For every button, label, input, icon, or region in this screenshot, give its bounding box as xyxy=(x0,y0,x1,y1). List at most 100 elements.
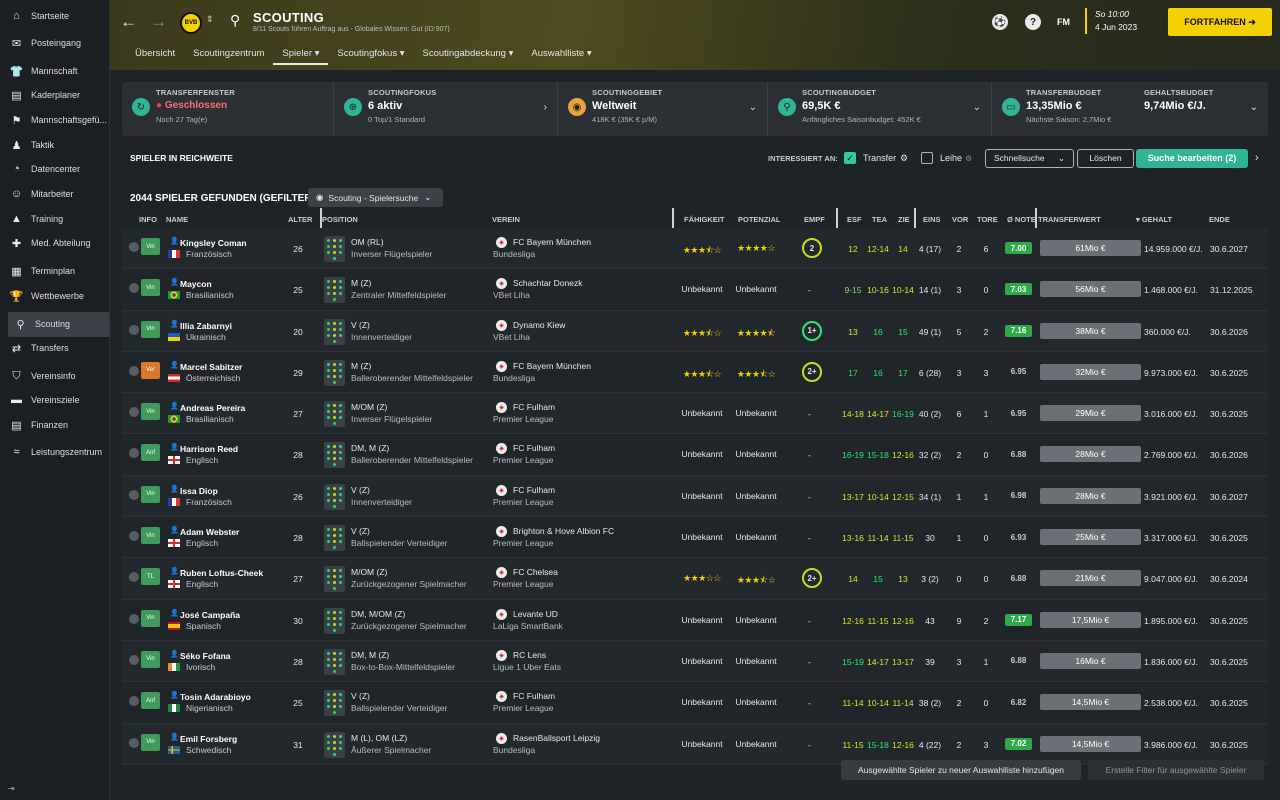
select-radio[interactable] xyxy=(129,572,139,583)
select-radio[interactable] xyxy=(129,613,139,624)
table-row[interactable]: Vin 👤 Adam Webster Englisch 28 V (Z) Ballspiel… xyxy=(122,517,1268,559)
table-row[interactable]: Vin 👤 José Campaña Spanisch 30 DM, M/OM (Z) Zu… xyxy=(122,599,1268,641)
sidebar-item-scouting[interactable]: ⚲ Scouting xyxy=(8,312,110,337)
clear-button[interactable]: Löschen xyxy=(1077,148,1134,168)
club-name[interactable]: Schachtar Donezk xyxy=(513,278,583,289)
table-row[interactable]: Vin 👤 Maycon Brasilianisch 25 M (Z) Zentraler … xyxy=(122,269,1268,311)
sidebar-item-home[interactable]: ⌂ Startseite xyxy=(0,4,108,29)
table-row[interactable]: Vin 👤 Andreas Pereira Brasilianisch 27 M/OM (… xyxy=(122,393,1268,435)
club-name[interactable]: FC Chelsea xyxy=(513,567,558,578)
chevron-down-icon[interactable]: ⌄ xyxy=(1249,102,1258,113)
table-row[interactable]: Vin 👤 Illia Zabarnyi Ukrainisch 20 V (Z) Innen… xyxy=(122,310,1268,352)
select-radio[interactable] xyxy=(129,407,139,418)
col-esf[interactable]: ESF xyxy=(847,215,862,224)
sidebar-item-staff[interactable]: ☺ Mitarbeiter xyxy=(0,182,108,207)
club-name[interactable]: RasenBallsport Leipzig xyxy=(513,732,600,743)
sidebar-item-trophy[interactable]: 🏆 Wettbewerbe xyxy=(0,284,108,309)
scouting-budget-panel[interactable]: ⚲ SCOUTINGBUDGET 69,5K € Anfängliches Sa… xyxy=(768,82,992,136)
tab-4[interactable]: Scoutingfokus ▾ xyxy=(337,48,405,59)
sidebar-item-inbox[interactable]: ✉ Posteingang xyxy=(0,31,108,56)
club-name[interactable]: Dynamo Kiew xyxy=(513,319,566,330)
scouting-badge[interactable]: Vin xyxy=(141,650,160,668)
sidebar-item-training[interactable]: ▲ Training xyxy=(0,207,108,232)
select-radio[interactable] xyxy=(129,448,139,459)
continue-button[interactable]: FORTFAHREN ➜ xyxy=(1168,8,1272,36)
tab-6[interactable]: Auswahlliste ▾ xyxy=(531,48,592,59)
chevron-right-icon[interactable]: › xyxy=(543,102,547,113)
col-wage[interactable]: ▾ GEHALT xyxy=(1136,215,1173,224)
club-name[interactable]: RC Lens xyxy=(513,649,547,660)
sidebar-item-planner[interactable]: ▤ Kaderplaner xyxy=(0,83,108,108)
sidebar-item-calendar[interactable]: ▦ Terminplan xyxy=(0,259,108,284)
player-name[interactable]: Illia Zabarnyi xyxy=(180,320,232,331)
help-icon[interactable]: ? xyxy=(1025,14,1041,30)
scouting-badge[interactable]: Vin xyxy=(141,238,160,255)
club-crest[interactable]: BVB xyxy=(180,12,202,34)
scouting-badge[interactable]: Vin xyxy=(141,403,160,421)
player-name[interactable]: Andreas Pereira xyxy=(180,403,246,414)
sidebar-item-squad[interactable]: 👕 Mannschaft xyxy=(0,59,108,84)
col-zie[interactable]: ZIE xyxy=(898,215,910,224)
table-row[interactable]: Vin 👤 Issa Diop Französisch 26 V (Z) Innenvert… xyxy=(122,475,1268,518)
scouting-badge[interactable]: Vin xyxy=(141,527,160,545)
loan-settings-icon[interactable]: ⚙ xyxy=(965,153,973,163)
transfer-checkbox[interactable]: ✓ xyxy=(844,152,856,164)
player-name[interactable]: José Campaña xyxy=(180,609,240,620)
col-age[interactable]: ALTER xyxy=(288,215,313,224)
add-to-shortlist-button[interactable]: Ausgewählte Spieler zu neuer Auswahllist… xyxy=(841,760,1081,780)
scouting-focus-panel[interactable]: ⊕ SCOUTINGFOKUS 6 aktiv 0 Top/1 Standard… xyxy=(334,82,558,136)
scouting-badge[interactable]: Vin xyxy=(141,733,160,751)
forward-arrow-icon[interactable]: → xyxy=(150,12,167,31)
col-transfer-value[interactable]: TRANSFERWERT xyxy=(1038,215,1101,224)
quick-search-dropdown[interactable]: Schnellsuche ⌄ xyxy=(985,148,1074,168)
club-name[interactable]: FC Fulham xyxy=(513,691,556,702)
table-row[interactable]: Ver 👤 Marcel Sabitzer Österreichisch 29 M (Z)… xyxy=(122,351,1268,394)
sidebar-item-finances[interactable]: ▤ Finanzen xyxy=(0,413,108,438)
select-radio[interactable] xyxy=(129,324,139,335)
select-radio[interactable] xyxy=(129,365,139,376)
col-tea[interactable]: TEA xyxy=(872,215,887,224)
col-tore[interactable]: TORE xyxy=(977,215,998,224)
football-icon[interactable]: ⚽ xyxy=(992,14,1008,30)
player-name[interactable]: Séko Fofana xyxy=(180,650,231,661)
back-arrow-icon[interactable]: ← xyxy=(120,12,137,31)
tab-5[interactable]: Scoutingabdeckung ▾ xyxy=(422,48,514,59)
select-radio[interactable] xyxy=(129,696,139,707)
sidebar-item-dynamics[interactable]: ⚑ Mannschaftsgefü... xyxy=(0,108,108,133)
fm-logo[interactable]: FM xyxy=(1057,17,1070,27)
club-name[interactable]: Levante UD xyxy=(513,608,558,619)
table-row[interactable]: Vin 👤 Kingsley Coman Französisch 26 OM (RL) In… xyxy=(122,228,1268,270)
scouting-badge[interactable]: Vin xyxy=(141,279,160,297)
col-eins[interactable]: EINS xyxy=(923,215,941,224)
player-name[interactable]: Kingsley Coman xyxy=(180,238,247,248)
scouting-badge[interactable]: Vin xyxy=(141,320,160,338)
scouting-badge[interactable]: Ver xyxy=(141,361,160,379)
select-radio[interactable] xyxy=(129,654,139,665)
gear-icon[interactable]: ⚙ xyxy=(900,152,909,163)
exit-icon[interactable]: ⇥ xyxy=(8,784,15,793)
scouting-badge[interactable]: TL xyxy=(141,568,160,586)
col-ability[interactable]: FÄHIGKEIT xyxy=(684,215,725,224)
scouting-badge[interactable]: Anf xyxy=(141,692,160,710)
tab-3[interactable]: Spieler ▾ xyxy=(273,47,329,65)
transfer-window-panel[interactable]: ↻ TRANSFERFENSTER ● Geschlossen Noch 27 … xyxy=(122,82,334,136)
sidebar-item-club-info[interactable]: ⛉ Vereinsinfo xyxy=(0,364,108,389)
club-name[interactable]: FC Fulham xyxy=(513,443,556,454)
table-row[interactable]: Anf 👤 Tosin Adarabioyo Nigerianisch 25 V (Z) B… xyxy=(122,682,1268,724)
sidebar-item-club-goals[interactable]: ▬ Vereinsziele xyxy=(0,388,108,413)
sidebar-item-performance[interactable]: ≈ Leistungszentrum xyxy=(0,440,108,465)
player-name[interactable]: Maycon xyxy=(180,279,212,290)
select-radio[interactable] xyxy=(129,283,139,294)
select-radio[interactable] xyxy=(129,489,139,500)
scouting-area-panel[interactable]: ◉ SCOUTINGGEBIET Weltweit 418K € (35K € … xyxy=(558,82,768,136)
sidebar-item-transfers[interactable]: ⇄ Transfers xyxy=(0,336,108,361)
player-name[interactable]: Marcel Sabitzer xyxy=(180,361,243,372)
player-name[interactable]: Adam Webster xyxy=(180,527,240,538)
club-name[interactable]: FC Bayern München xyxy=(513,237,591,247)
edit-search-button[interactable]: Suche bearbeiten (2) xyxy=(1136,148,1248,168)
table-row[interactable]: Vin 👤 Séko Fofana Ivorisch 28 DM, M (Z) Box-to… xyxy=(122,640,1268,683)
col-recommendation[interactable]: EMPF xyxy=(804,215,825,224)
scouting-badge[interactable]: Anf xyxy=(141,444,160,462)
scouting-badge[interactable]: Vin xyxy=(141,485,160,503)
col-info[interactable]: INFO xyxy=(139,215,157,224)
